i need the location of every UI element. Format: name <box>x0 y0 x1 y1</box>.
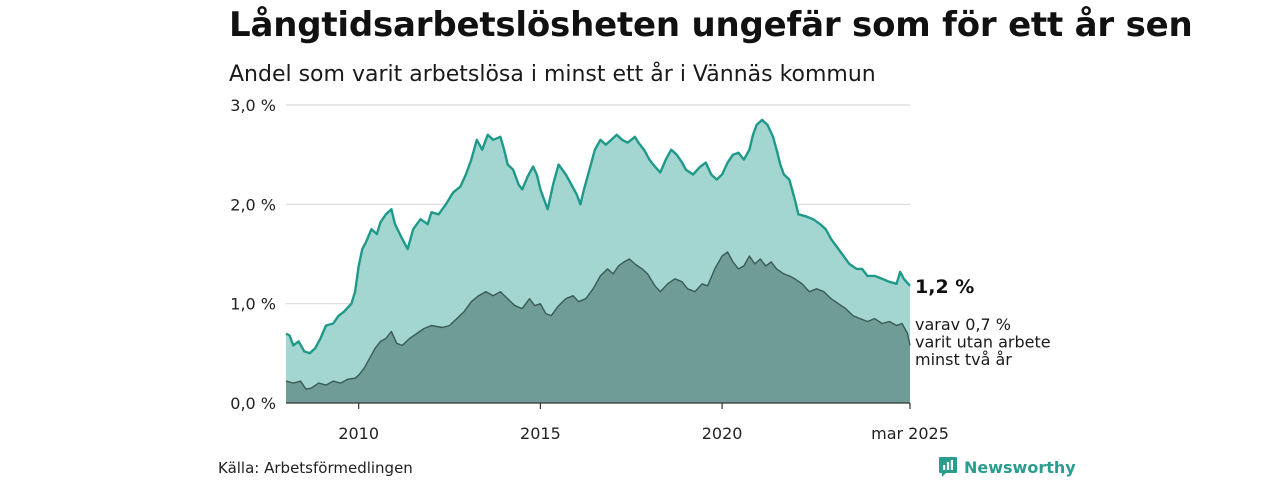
chart-title: Långtidsarbetslösheten ungefär som för e… <box>229 5 1193 45</box>
y-tick-label: 0,0 % <box>230 394 276 413</box>
sub-end-label: varav 0,7 % varit utan arbete minst två år <box>915 315 1051 369</box>
x-tick-label: mar 2025 <box>871 424 949 443</box>
y-tick-label: 3,0 % <box>230 96 276 115</box>
brand-name: Newsworthy <box>964 457 1076 477</box>
x-tick-label: 2020 <box>702 424 743 443</box>
source-note: Källa: Arbetsförmedlingen <box>218 459 413 477</box>
chart-areas <box>285 118 911 404</box>
chart-axes <box>286 402 911 409</box>
main-end-label: 1,2 % <box>915 276 974 298</box>
x-tick-label: 2010 <box>338 424 379 443</box>
chart-labels: 0,0 % 1,0 % 2,0 % 3,0 % 2010 2015 2020 mar 2025… <box>230 96 1050 443</box>
brand-logo: Newsworthy <box>938 456 1076 478</box>
sub-series-line <box>285 251 911 390</box>
sub-series-area <box>286 252 910 403</box>
newsworthy-icon <box>939 457 957 477</box>
chart-subtitle: Andel som varit arbetslösa i minst ett å… <box>229 62 876 87</box>
main-series-line <box>285 118 911 355</box>
y-tick-label: 1,0 % <box>230 295 276 314</box>
x-tick-label: 2015 <box>520 424 561 443</box>
y-tick-label: 2,0 % <box>230 195 276 214</box>
